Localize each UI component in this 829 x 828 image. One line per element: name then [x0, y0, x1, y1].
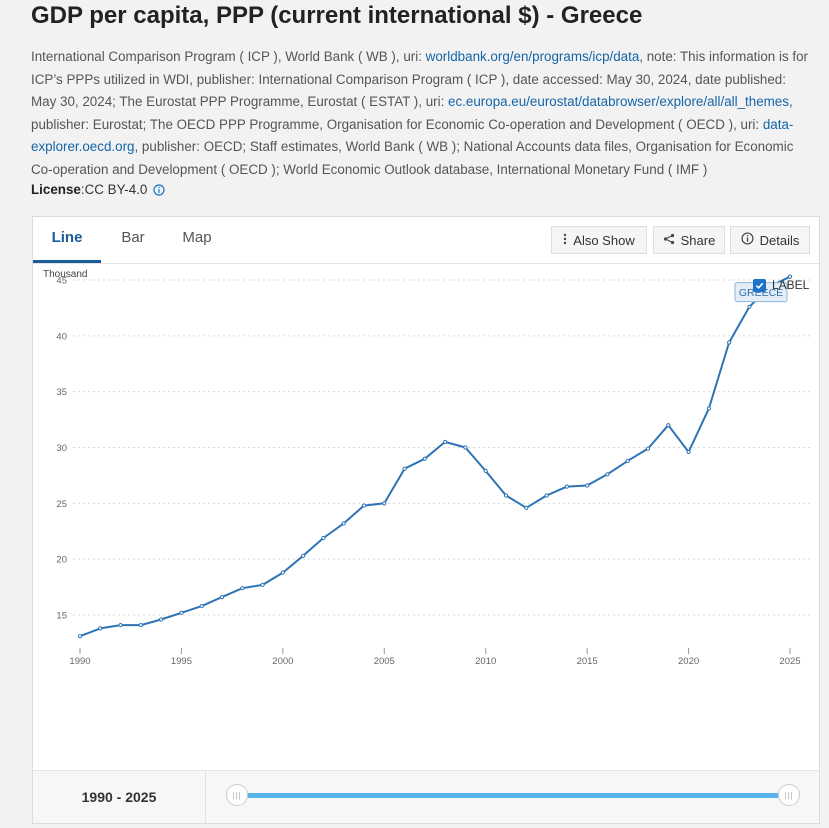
- tab-bar[interactable]: Bar: [121, 229, 145, 246]
- data-point: [260, 582, 265, 587]
- more-vertical-icon: [563, 233, 567, 248]
- data-point: [727, 340, 732, 345]
- slider-end-handle[interactable]: |||: [778, 784, 800, 806]
- data-point: [645, 446, 651, 451]
- data-point: [98, 626, 103, 631]
- data-point: [422, 456, 427, 461]
- data-point: [301, 553, 306, 558]
- data-point: [77, 634, 83, 639]
- x-tick-label: 1990: [69, 656, 90, 667]
- y-tick-label: 40: [56, 331, 67, 342]
- x-tick-label: 2000: [272, 656, 293, 667]
- y-tick-label: 25: [56, 499, 67, 510]
- x-tick-label: 2025: [779, 656, 800, 667]
- meta-text: International Comparison Program ( ICP )…: [31, 49, 426, 64]
- data-point: [605, 472, 610, 477]
- y-tick-label: 30: [56, 443, 67, 454]
- data-point: [524, 505, 529, 510]
- data-point: [118, 622, 123, 628]
- data-point: [159, 617, 164, 622]
- checkbox-checked-icon[interactable]: [753, 278, 766, 292]
- x-tick-label: 2020: [678, 656, 699, 667]
- share-label: Share: [680, 232, 716, 248]
- data-point: [219, 595, 225, 600]
- data-point: [585, 483, 590, 488]
- data-point: [503, 493, 509, 498]
- x-tick-label: 2015: [577, 656, 598, 667]
- data-point: [787, 274, 793, 279]
- data-point: [686, 449, 691, 455]
- series-line-greece: [79, 275, 791, 638]
- range-footer: 1990 - 2025 ||| |||: [32, 770, 820, 824]
- source-link-eurostat[interactable]: ec.europa.eu/eurostat/databrowser/explor…: [448, 94, 789, 110]
- meta-text: , publisher: OECD; Staff estimates, Worl…: [31, 139, 794, 177]
- data-point: [280, 570, 285, 575]
- data-point: [483, 468, 488, 474]
- source-link-oecd[interactable]: data-explorer.oecd.org: [31, 116, 794, 155]
- data-point: [321, 535, 326, 541]
- year-range-label: 1990 - 2025: [33, 771, 206, 823]
- data-point: [199, 603, 204, 609]
- label-toggle[interactable]: LABEL: [753, 278, 809, 292]
- y-tick-label: 35: [56, 387, 67, 398]
- x-tick-label: 2010: [475, 656, 496, 667]
- series-end-label: GREECE: [739, 287, 783, 299]
- x-tick-label: 1995: [171, 656, 192, 667]
- license-value: CC BY-4.0: [84, 182, 148, 197]
- data-point: [402, 466, 407, 471]
- data-point: [666, 423, 671, 428]
- y-axis-unit-label: Thousand: [43, 269, 87, 280]
- license-line: License : CC BY-4.0: [31, 182, 165, 197]
- chart-card: Line Bar Map Also Show Share Details Tho…: [32, 216, 820, 772]
- also-show-button[interactable]: Also Show: [551, 226, 647, 254]
- share-button[interactable]: Share: [653, 226, 725, 254]
- info-icon[interactable]: [153, 183, 165, 196]
- year-range-slider-track[interactable]: [237, 793, 791, 798]
- license-separator: :: [80, 182, 85, 197]
- source-metadata: International Comparison Program ( ICP )…: [31, 46, 811, 182]
- source-link-worldbank[interactable]: worldbank.org/en/programs/icp/data: [425, 49, 640, 64]
- data-point: [138, 622, 143, 628]
- slider-start-handle[interactable]: |||: [226, 784, 248, 806]
- details-button[interactable]: Details: [730, 226, 810, 254]
- share-icon: [663, 233, 675, 248]
- y-tick-label: 20: [56, 555, 67, 566]
- license-label: License: [31, 182, 81, 197]
- also-show-label: Also Show: [573, 232, 635, 248]
- data-point: [564, 484, 569, 489]
- page-title: GDP per capita, PPP (current internation…: [31, 2, 643, 29]
- data-point: [361, 503, 367, 508]
- label-toggle-text: LABEL: [772, 278, 810, 292]
- data-point: [544, 493, 549, 498]
- y-tick-label: 15: [56, 611, 67, 622]
- data-point: [706, 406, 711, 411]
- y-tick-label: 45: [56, 276, 67, 287]
- data-point: [747, 304, 752, 309]
- data-point: [625, 458, 630, 463]
- meta-text: , note: This information is for ICP’s PP…: [31, 49, 808, 110]
- view-tabs: Line Bar Map Also Show Share Details: [33, 217, 819, 264]
- info-circle-icon: [741, 232, 754, 248]
- tab-line[interactable]: Line: [33, 217, 101, 263]
- data-point: [179, 610, 184, 615]
- data-point: [341, 521, 346, 526]
- data-point: [382, 501, 387, 506]
- data-point: [443, 439, 448, 445]
- meta-text: , publisher: Eurostat; The OECD PPP Prog…: [31, 94, 793, 132]
- details-label: Details: [759, 232, 800, 248]
- x-tick-label: 2005: [374, 656, 395, 667]
- tab-map[interactable]: Map: [182, 229, 212, 246]
- data-point: [240, 586, 245, 591]
- data-point: [463, 445, 468, 450]
